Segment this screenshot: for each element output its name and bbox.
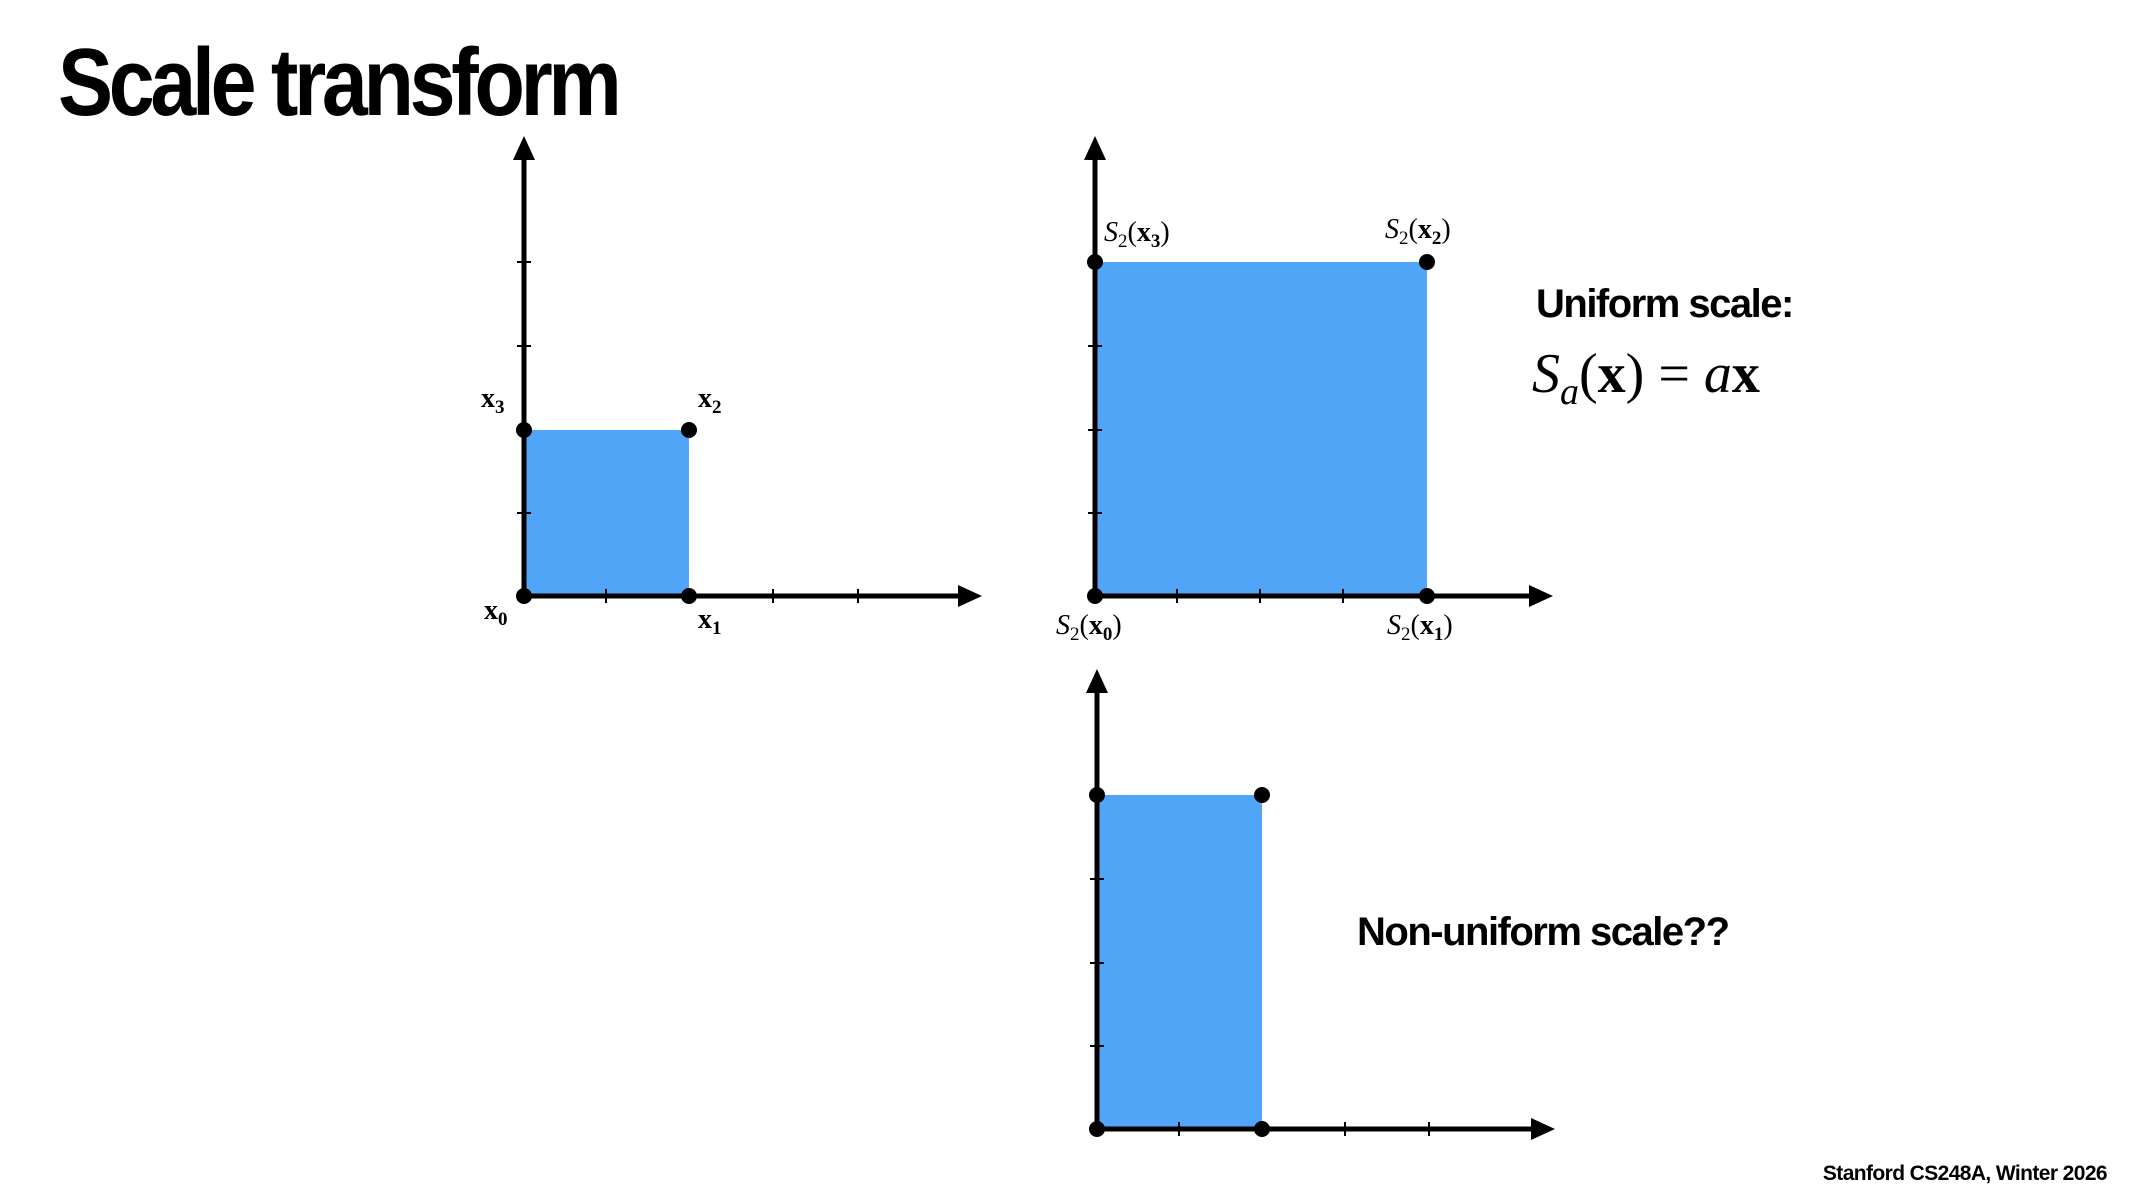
arrowhead-icon	[958, 585, 982, 607]
course-footer: Stanford CS248A, Winter 2026	[1822, 1162, 2108, 1185]
label-x2: x2	[698, 383, 722, 418]
nonuniform-scale-plot: Non-uniform scale??	[1086, 669, 1730, 1140]
label-s2-x1: S2(x1)	[1387, 610, 1453, 645]
nonuniform-scaled-rect	[1097, 795, 1262, 1129]
label-x3: x3	[481, 383, 505, 418]
uniform-scale-heading: Uniform scale:	[1536, 282, 1793, 326]
label-s2-x3: S2(x3)	[1104, 217, 1170, 252]
nonuniform-scale-heading: Non-uniform scale??	[1357, 910, 1729, 954]
label-x1: x1	[698, 604, 722, 639]
dot-icon	[516, 422, 532, 438]
label-s2-x2: S2(x2)	[1385, 214, 1451, 249]
dot-icon	[1089, 787, 1105, 803]
original-square-plot: x0 x1 x2 x3	[481, 136, 982, 639]
dot-icon	[1089, 1121, 1105, 1137]
dot-icon	[1254, 1121, 1270, 1137]
uniform-scale-plot: S2(x0) S2(x1) S2(x2) S2(x3) Uniform scal…	[1056, 136, 1794, 645]
arrowhead-icon	[1084, 136, 1106, 160]
uniform-scale-formula: Sa(x) = ax	[1532, 343, 1760, 413]
slide-title: Scale transform	[58, 29, 622, 136]
dot-icon	[1254, 787, 1270, 803]
dot-icon	[681, 422, 697, 438]
label-x0: x0	[484, 595, 508, 630]
uniform-scaled-square	[1095, 262, 1427, 596]
dot-icon	[516, 588, 532, 604]
arrowhead-icon	[1531, 1118, 1555, 1140]
dot-icon	[681, 588, 697, 604]
dot-icon	[1087, 588, 1103, 604]
original-square	[524, 430, 689, 595]
dot-icon	[1419, 254, 1435, 270]
label-s2-x0: S2(x0)	[1056, 610, 1122, 645]
dot-icon	[1087, 254, 1103, 270]
arrowhead-icon	[1529, 585, 1553, 607]
arrowhead-icon	[513, 136, 535, 160]
arrowhead-icon	[1086, 669, 1108, 693]
dot-icon	[1419, 588, 1435, 604]
